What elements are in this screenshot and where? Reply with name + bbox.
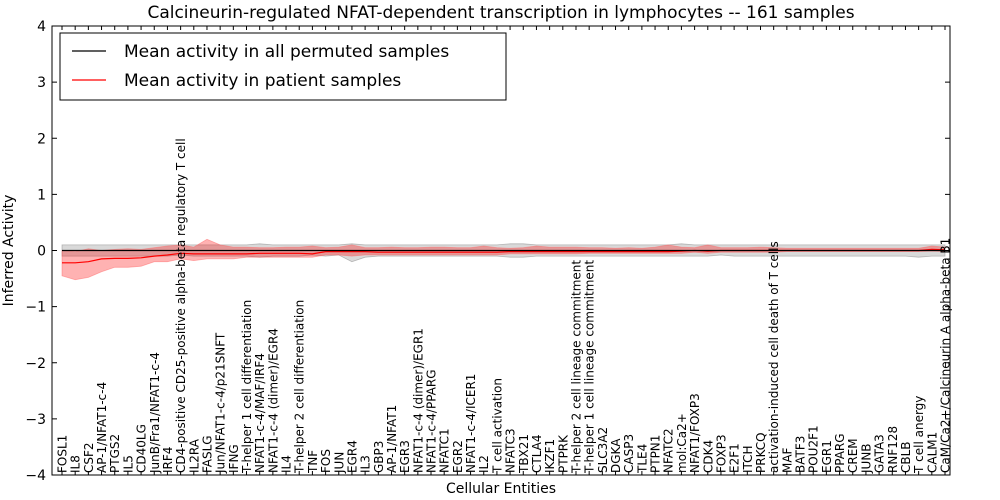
x-tick-label: EGR1 (820, 440, 834, 473)
x-tick-label: T-helper 1 cell differentiation (240, 300, 254, 474)
x-tick-label: T-helper 2 cell differentiation (293, 300, 307, 474)
x-tick-label: IRF4 (161, 447, 175, 473)
y-tick-label: 1 (37, 187, 46, 203)
x-tick-label: NFAT1/FOXP3 (688, 393, 702, 473)
x-tick-label: AP-1/NFAT1-c-4 (95, 382, 109, 473)
x-tick-label: IL2RA (187, 438, 201, 473)
x-tick-label: TNF (306, 450, 320, 474)
x-tick-label: T cell activation (490, 378, 504, 474)
x-tick-label: IL8 (69, 455, 83, 473)
x-tick-label: CTLA4 (530, 434, 544, 473)
x-tick-label: GATA3 (873, 434, 887, 473)
x-tick-label: JunB/Fra1/NFAT1-c-4 (148, 352, 162, 474)
x-tick-label: IL4 (280, 455, 294, 473)
x-tick-label: PTPRK (556, 434, 570, 473)
y-tick-label: 2 (37, 131, 46, 147)
y-axis-label: Inferred Activity (1, 195, 17, 307)
x-tick-label: Jun/NFAT1-c-4/p21SNFT (214, 332, 228, 474)
x-tick-label: CREM (846, 438, 860, 473)
x-tick-label: ITCH (741, 445, 755, 473)
x-tick-label: AP-1/NFAT1 (385, 405, 399, 473)
legend: Mean activity in all permuted samples Me… (59, 32, 507, 101)
x-tick-label: DGKA (609, 438, 623, 473)
x-tick-label: FOSL1 (56, 435, 70, 473)
band-series-1 (61, 238, 946, 281)
y-tick-label: 4 (37, 19, 46, 35)
x-tick-label: NFAT1-c-4/ICER1 (464, 374, 478, 473)
x-tick-label: BATF3 (794, 436, 808, 473)
y-tick-label: −1 (25, 300, 46, 316)
y-tick-label: −3 (25, 412, 46, 428)
x-tick-label: PPARG (833, 433, 847, 473)
y-tick-label: −2 (25, 356, 46, 372)
x-tick-label: EGR3 (398, 440, 412, 473)
x-tick-label: CD40LG (135, 424, 149, 473)
x-tick-label: CSF2 (82, 442, 96, 473)
x-tick-label: PRKCQ (754, 432, 768, 473)
x-tick-label: CALM1 (925, 432, 939, 473)
x-tick-label: IL3 (359, 455, 373, 473)
x-tick-label: mol:Ca2+ (675, 413, 689, 473)
x-tick-label: T-helper 1 cell lineage commitment (583, 260, 597, 474)
legend-label-permuted: Mean activity in all permuted samples (124, 42, 449, 62)
x-tick-label: IL2 (477, 455, 491, 473)
x-tick-label: NFATC3 (504, 428, 518, 473)
x-tick-label: PTPN1 (649, 435, 663, 473)
x-tick-label: MAF (780, 447, 794, 473)
x-tick-label: RNF128 (886, 426, 900, 473)
y-tick-label: 3 (37, 75, 46, 91)
y-tick-label: −4 (25, 468, 46, 484)
x-tick-label: IL5 (121, 455, 135, 473)
x-tick-label: CASP3 (622, 434, 636, 473)
x-tick-label: JUNB (859, 443, 873, 474)
x-tick-label: EGR2 (451, 440, 465, 473)
x-tick-label: FOXP3 (715, 434, 729, 473)
x-tick-label: NFAT1-c-4 (dimer)/EGR1 (411, 328, 425, 473)
x-tick-label: GBP3 (372, 441, 386, 473)
y-tick-label: 0 (37, 244, 46, 260)
x-tick-label: EGR4 (345, 440, 359, 473)
x-tick-label: FASLG (201, 435, 215, 473)
x-tick-label: NFATC1 (438, 428, 452, 473)
x-tick-label: SLC3A2 (596, 427, 610, 473)
x-tick-label: IFNG (227, 444, 241, 473)
x-tick-label: FOS (319, 449, 333, 473)
x-tick-label: activation-induced cell death of T cells (767, 241, 781, 473)
x-tick-label: JUN (332, 452, 346, 474)
x-tick-label: NFAT1-c-4 (dimer)/EGR4 (266, 328, 280, 473)
x-tick-label: TBX21 (517, 434, 531, 474)
legend-label-patient: Mean activity in patient samples (124, 71, 401, 91)
x-tick-label: NFAT1-c-4/PPARG (425, 369, 439, 473)
chart-title: Calcineurin-regulated NFAT-dependent tra… (147, 3, 854, 23)
x-tick-label: NFAT1-c-4/MAF/IRF4 (253, 353, 267, 473)
x-tick-label: CD4-positive CD25-positive alpha-beta re… (174, 138, 188, 473)
x-axis-label: Cellular Entities (446, 481, 556, 497)
legend-box (59, 32, 507, 101)
x-tick-label: POU2F1 (807, 425, 821, 473)
x-tick-label: T-helper 2 cell lineage commitment (570, 260, 584, 474)
x-tick-label: E2F1 (728, 443, 742, 473)
x-tick-label: CBLB (899, 441, 913, 473)
x-tick-label: CDK4 (701, 440, 715, 473)
x-tick-label: IKZF1 (543, 439, 557, 473)
x-tick-label: NFATC2 (662, 428, 676, 473)
x-tick-label: TLE4 (635, 444, 649, 474)
x-tick-label: T cell anergy (912, 396, 926, 474)
x-tick-label: CaM/Ca2+/Calcineurin A alpha-beta B1 (939, 238, 953, 473)
band-series-0 (61, 243, 946, 263)
x-tick-label: PTGS2 (108, 434, 122, 473)
